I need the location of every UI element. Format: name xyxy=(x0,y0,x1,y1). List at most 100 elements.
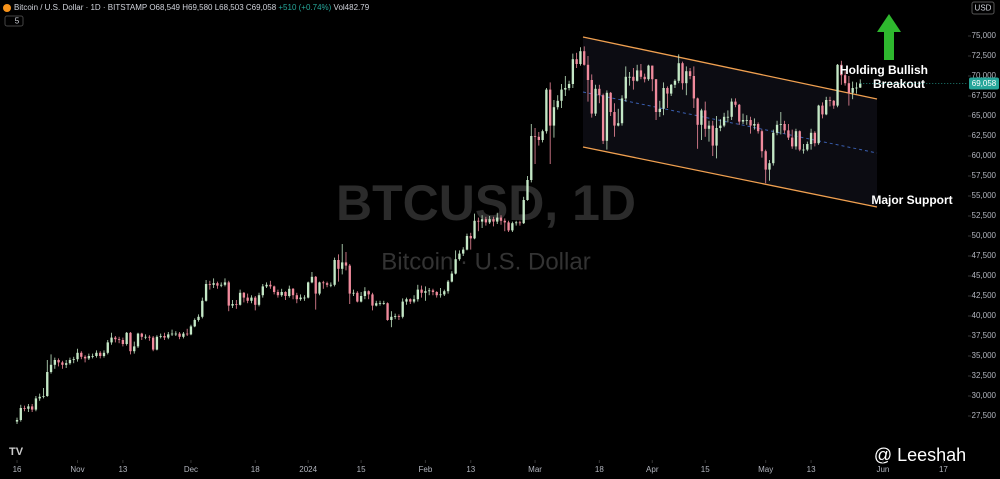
candle-body xyxy=(99,352,102,356)
candle-body xyxy=(477,220,480,222)
candle-body xyxy=(704,110,707,129)
candle-body xyxy=(329,284,333,286)
x-tick-label: Nov xyxy=(70,465,84,474)
candle-body xyxy=(272,286,276,292)
currency[interactable]: USD xyxy=(975,4,992,13)
candle-body xyxy=(284,292,287,296)
candle-body xyxy=(363,291,367,296)
candle-body xyxy=(730,101,733,117)
candle-body xyxy=(76,352,79,360)
candle-body xyxy=(688,71,692,76)
candle-body xyxy=(783,124,786,131)
x-tick-label: 13 xyxy=(118,465,127,474)
candle-body xyxy=(64,363,68,365)
x-tick-label: 15 xyxy=(701,465,710,474)
candle-body xyxy=(859,83,862,88)
candle-body xyxy=(658,108,662,112)
candle-body xyxy=(503,220,506,223)
candle-body xyxy=(620,98,624,124)
candle-body xyxy=(133,346,136,352)
y-tick-label: 70,000 xyxy=(972,71,997,80)
candle-body xyxy=(401,301,404,317)
candle-body xyxy=(291,288,295,296)
candle-body xyxy=(692,76,696,99)
y-tick-label: 55,000 xyxy=(972,191,997,200)
candle-body xyxy=(95,352,98,356)
candle-body xyxy=(310,276,314,283)
candle-body xyxy=(651,65,654,80)
candle-body xyxy=(817,105,820,144)
candle-body xyxy=(424,291,427,293)
candle-body xyxy=(809,132,813,144)
annotation: Holding Bullish xyxy=(840,63,928,77)
candle-body xyxy=(469,236,472,239)
candle-body xyxy=(299,297,302,300)
ohlc-high: H69,580 xyxy=(182,3,213,12)
candle-body xyxy=(159,336,162,337)
candle-body xyxy=(541,131,544,140)
x-tick-label: 18 xyxy=(251,465,260,474)
candle-body xyxy=(609,92,612,112)
candle-body xyxy=(235,304,238,305)
arrow-up xyxy=(877,14,901,60)
candle-body xyxy=(492,219,495,222)
candle-body xyxy=(276,292,280,296)
candle-body xyxy=(250,297,253,301)
candle-body xyxy=(348,265,351,294)
x-tick-label: 13 xyxy=(466,465,475,474)
candle-body xyxy=(265,284,268,287)
candle-body xyxy=(571,59,575,84)
candle-body xyxy=(170,333,174,335)
candle-body xyxy=(488,219,491,223)
candle-body xyxy=(790,137,794,147)
y-tick-label: 40,000 xyxy=(972,311,997,320)
candle-body xyxy=(106,342,109,353)
candle-body xyxy=(707,125,711,129)
candle-body xyxy=(567,84,571,88)
candle-body xyxy=(628,76,631,78)
channel-lower xyxy=(582,146,878,208)
candle-body xyxy=(832,100,835,106)
candle-body xyxy=(439,294,442,296)
y-tick-label: 72,500 xyxy=(972,51,997,60)
x-tick-label: Apr xyxy=(646,465,659,474)
x-tick-label: Dec xyxy=(184,465,198,474)
candle-body xyxy=(507,222,510,231)
candle-body xyxy=(564,88,567,90)
candle-body xyxy=(847,83,851,93)
candle-body xyxy=(68,360,72,364)
candle-body xyxy=(325,283,329,285)
candle-body xyxy=(246,297,249,301)
candle-body xyxy=(83,356,87,359)
currency-box[interactable] xyxy=(971,1,995,15)
candle-body xyxy=(178,333,181,337)
candle-body xyxy=(174,333,178,335)
candle-body xyxy=(575,59,578,64)
candle-body xyxy=(496,217,499,222)
candle-body xyxy=(722,116,726,126)
candle-body xyxy=(484,219,488,223)
candle-body xyxy=(802,149,805,151)
candle-body xyxy=(34,398,38,410)
candle-body xyxy=(189,326,193,335)
y-tick-label: 57,500 xyxy=(972,171,997,180)
candle-body xyxy=(749,120,752,126)
indicators-badge[interactable]: 5 xyxy=(15,17,20,26)
candle-body xyxy=(673,80,677,85)
candle-body xyxy=(23,408,26,409)
badge-box[interactable] xyxy=(4,15,24,27)
candle-body xyxy=(72,359,75,360)
candle-body xyxy=(87,356,91,359)
y-tick-label: 60,000 xyxy=(972,151,997,160)
candle-body xyxy=(261,286,264,296)
candle-body xyxy=(760,131,764,152)
y-tick-label: 30,000 xyxy=(972,391,997,400)
candle-body xyxy=(238,292,242,305)
candle-body xyxy=(545,89,548,132)
candle-body xyxy=(613,112,616,126)
candle-body xyxy=(756,124,760,132)
candle-body xyxy=(257,295,261,305)
candle-body xyxy=(27,406,30,409)
y-tick-label: 65,000 xyxy=(972,111,997,120)
candle-body xyxy=(390,316,393,320)
